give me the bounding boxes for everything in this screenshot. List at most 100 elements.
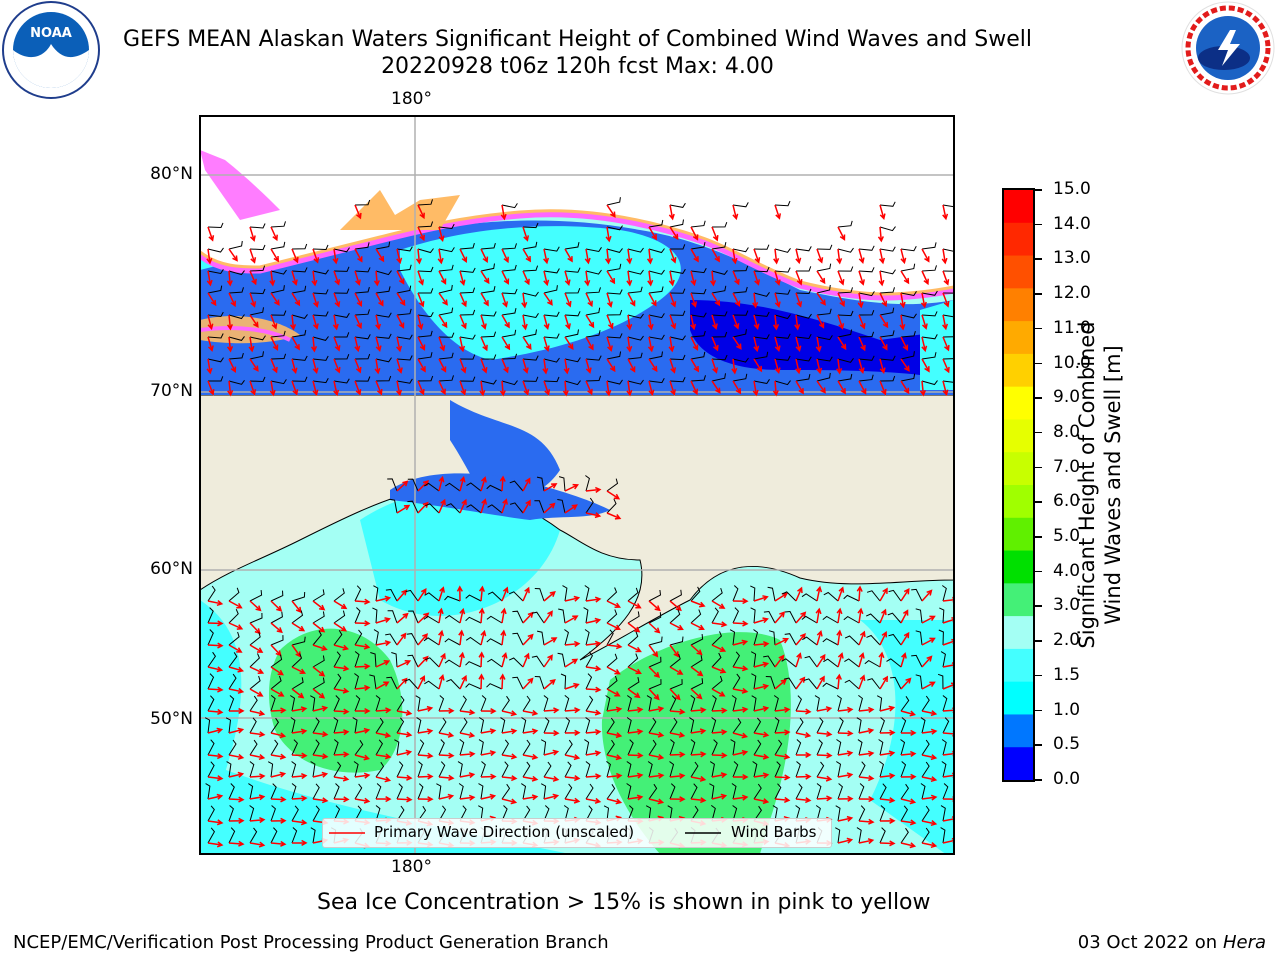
wave-direction-arrow	[312, 644, 328, 652]
colorbar-tick	[1034, 674, 1042, 677]
wave-direction-arrow	[669, 644, 680, 658]
wind-barb	[438, 284, 453, 294]
wind-barb	[249, 675, 261, 690]
wind-barb	[584, 585, 590, 602]
wind-barb	[606, 784, 616, 800]
wind-barb	[690, 655, 703, 668]
wind-barb	[711, 222, 728, 228]
wave-direction-arrow	[354, 643, 371, 650]
wave-direction-arrow	[900, 380, 910, 395]
wave-direction-arrow	[858, 838, 875, 845]
wave-direction-arrow	[772, 314, 780, 331]
wave-direction-arrow	[522, 775, 539, 782]
wind-barb	[291, 636, 306, 646]
wave-direction-arrow	[816, 248, 824, 264]
wind-barb	[562, 585, 568, 602]
wave-direction-arrow	[312, 753, 329, 760]
wave-direction-arrow	[774, 292, 781, 309]
wave-direction-arrow	[438, 336, 446, 352]
wave-direction-arrow	[207, 727, 224, 734]
wind-barb	[417, 739, 425, 756]
wave-direction-arrow	[480, 292, 489, 307]
wave-direction-arrow	[795, 632, 806, 646]
wave-direction-arrow	[269, 380, 276, 397]
colorbar-tick-label: 7.0	[1053, 456, 1081, 477]
wind-barb	[290, 717, 296, 734]
wind-barb	[879, 805, 886, 822]
wave-direction-arrow	[417, 204, 425, 220]
wave-direction-arrow	[500, 607, 507, 624]
wave-direction-arrow	[816, 314, 825, 329]
colorbar-segment	[1004, 681, 1033, 715]
wave-direction-arrow	[795, 380, 804, 395]
wind-barb	[509, 502, 524, 514]
wave-direction-arrow	[753, 753, 770, 760]
wave-direction-arrow	[858, 652, 865, 668]
wave-direction-arrow	[627, 622, 641, 633]
wind-barb	[543, 311, 560, 317]
svg-text:NOAA: NOAA	[30, 26, 72, 41]
wave-direction-arrow	[375, 753, 392, 760]
wave-direction-arrow	[249, 314, 259, 328]
wind-barb	[822, 638, 839, 646]
wind-barb	[438, 332, 455, 338]
wind-barb	[458, 783, 464, 800]
wind-barb	[270, 379, 287, 385]
wave-direction-arrow	[438, 292, 448, 306]
wave-direction-arrow	[228, 600, 243, 609]
wave-direction-arrow	[774, 637, 790, 646]
wind-barb	[249, 307, 264, 316]
wave-direction-arrow	[753, 617, 769, 624]
wave-direction-arrow	[459, 475, 466, 492]
wave-direction-arrow	[900, 270, 910, 285]
wind-barb	[816, 761, 825, 778]
wind-barb	[802, 636, 818, 646]
wind-barb	[291, 285, 307, 294]
wave-direction-arrow	[564, 292, 572, 308]
wind-barb	[858, 245, 875, 251]
wave-direction-arrow	[648, 358, 658, 373]
colorbar-segment	[1004, 321, 1033, 355]
wave-direction-arrow	[879, 314, 889, 329]
wave-direction-arrow	[795, 708, 812, 715]
wind-barb	[438, 307, 454, 316]
wind-barb	[711, 717, 717, 734]
wave-direction-arrow	[942, 795, 954, 803]
wave-direction-arrow	[354, 663, 371, 670]
wave-direction-arrow	[228, 248, 238, 262]
wind-barb	[753, 783, 762, 800]
wind-barb	[564, 783, 573, 800]
wind-barb	[501, 761, 509, 778]
colorbar-tick-label: 3.0	[1053, 595, 1081, 616]
wind-barb	[900, 805, 909, 822]
wave-direction-arrow	[627, 600, 642, 609]
wave-direction-arrow	[900, 652, 907, 668]
wind-barb	[690, 586, 701, 602]
wave-direction-arrow	[291, 336, 300, 351]
wave-direction-arrow	[249, 600, 262, 612]
lat-label-60: 60°N	[150, 559, 193, 579]
wave-direction-arrow	[480, 750, 497, 757]
wind-barb	[837, 373, 853, 382]
wind-barb	[534, 676, 545, 690]
wind-barb	[438, 223, 455, 230]
wave-direction-arrow	[396, 749, 413, 756]
wind-barb	[585, 307, 601, 316]
national-weather-service-logo	[1181, 1, 1275, 95]
wind-barb	[436, 783, 442, 800]
wave-direction-arrow	[711, 358, 719, 374]
wave-direction-arrow	[249, 794, 266, 801]
wind-barb	[564, 380, 581, 386]
wind-barb	[228, 352, 244, 360]
wave-direction-arrow	[900, 336, 909, 352]
wave-direction-arrow	[606, 600, 622, 609]
wave-direction-arrow	[816, 380, 826, 394]
wind-barb	[354, 334, 371, 340]
wave-direction-arrow	[816, 795, 833, 802]
wave-direction-arrow	[438, 793, 455, 800]
wind-barb	[837, 287, 853, 294]
wind-barb	[606, 225, 623, 231]
wave-direction-arrow	[501, 753, 518, 760]
wave-direction-arrow	[879, 358, 886, 374]
wave-direction-arrow	[605, 380, 612, 397]
